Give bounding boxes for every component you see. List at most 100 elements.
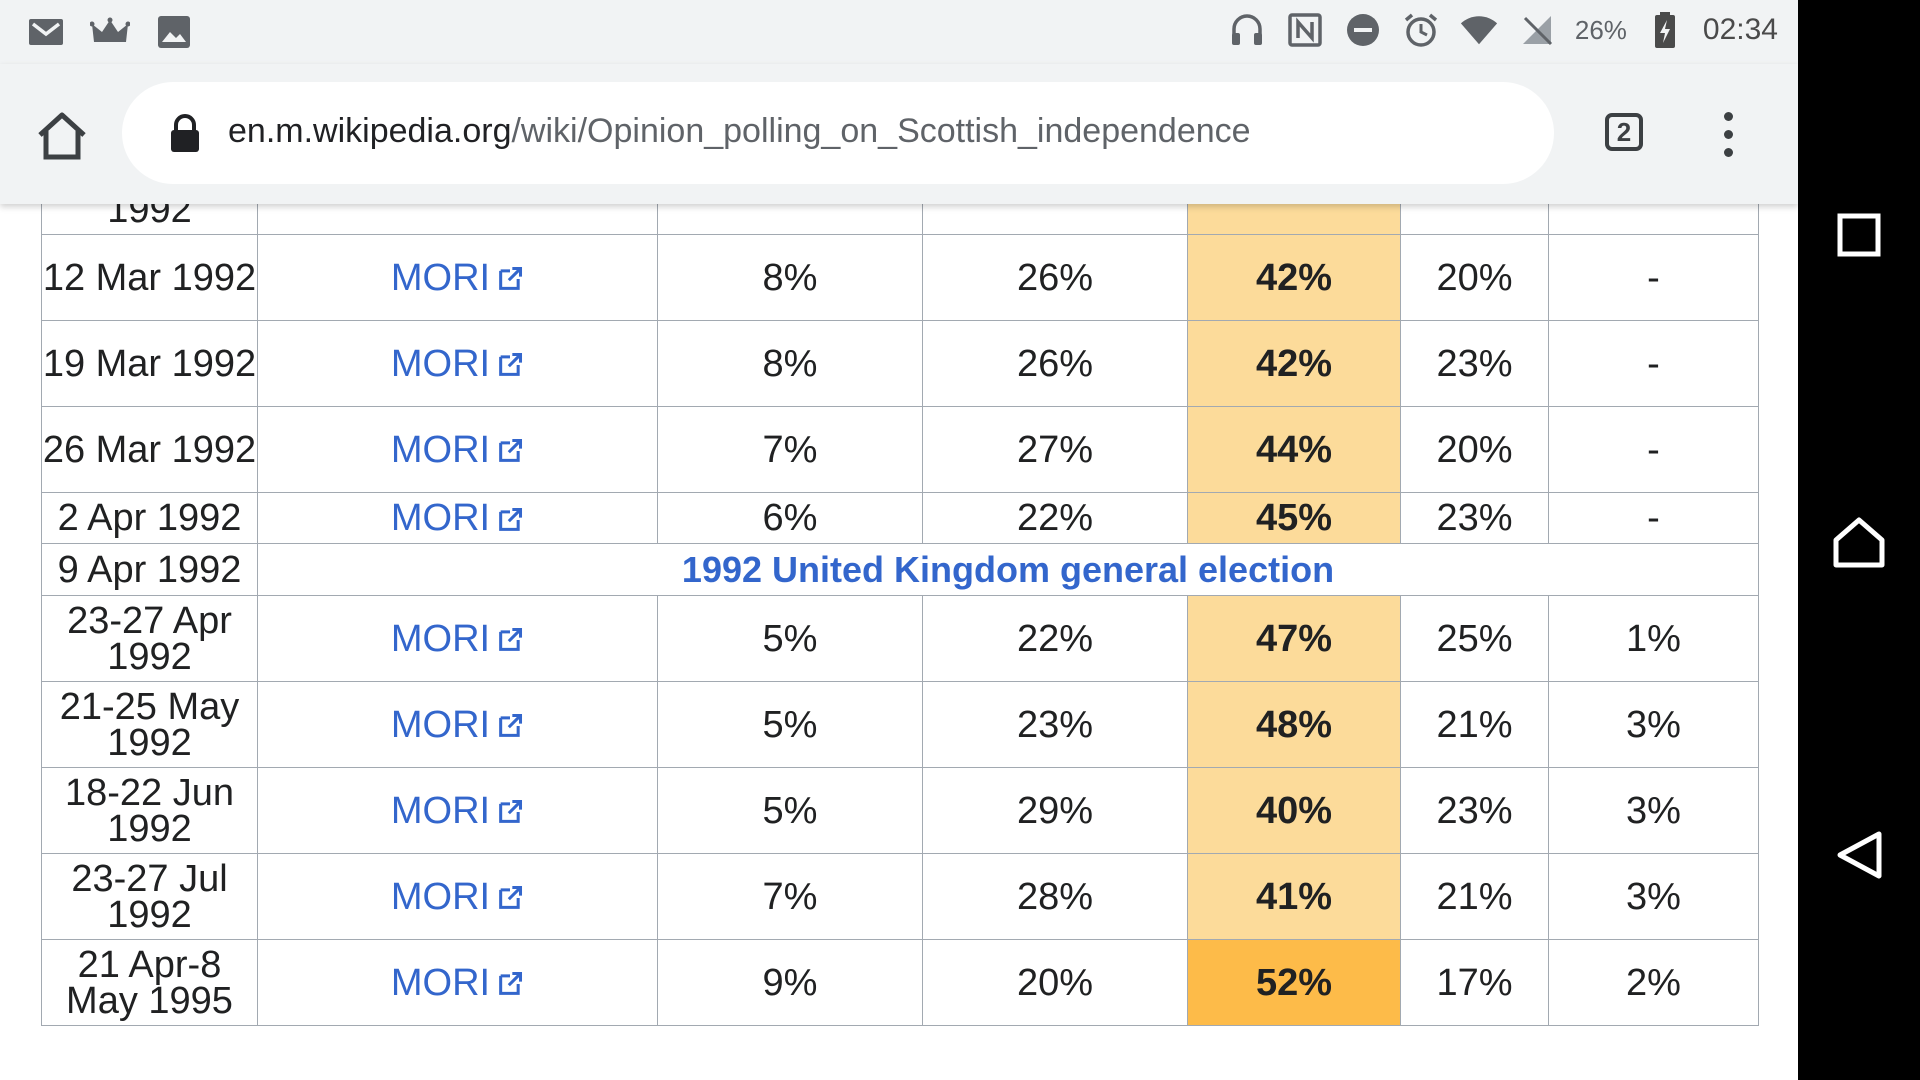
date-cell: 21-25 May 1992 [41,681,258,768]
value-cell: 23% [1400,492,1549,544]
value-cell: 20% [1400,406,1549,493]
external-link-icon [499,267,523,291]
pollster-cell: MORI [257,939,658,1026]
pollster-link[interactable]: MORI [391,343,524,385]
date-cell: 9 Apr 1992 [41,543,258,596]
address-bar[interactable]: en.m.wikipedia.org/wiki/Opinion_polling_… [122,82,1554,184]
election-link[interactable]: 1992 United Kingdom general election [257,543,1759,596]
nfc-icon [1285,10,1325,50]
value-cell: 22% [922,595,1188,682]
pollster-link[interactable]: MORI [391,257,524,299]
value-cell: 20% [922,939,1188,1026]
lead-value-cell: 52% [1187,939,1401,1026]
lead-value-cell: 42% [1187,234,1401,321]
table-row: 21-25 May 1992 MORI 5% 23% 48% 21% 3% [41,681,1759,768]
date-cell: 12 Mar 1992 [41,234,258,321]
value-cell: 2% [1548,939,1759,1026]
value-cell: 21% [1400,853,1549,940]
value-cell: - [1548,492,1759,544]
pollster-cell: MORI [257,767,658,854]
browser-toolbar: en.m.wikipedia.org/wiki/Opinion_polling_… [0,64,1798,204]
value-cell: 8% [657,320,923,407]
date-cell: 18-22 Jun 1992 [41,767,258,854]
lead-value-cell: 41% [1187,853,1401,940]
value-cell: 21% [1400,681,1549,768]
crown-icon [90,12,130,52]
back-button[interactable] [1798,815,1920,895]
pollster-cell: MORI [257,492,658,544]
tab-switcher-button[interactable]: 2 [1600,108,1648,156]
do-not-disturb-icon [1343,10,1383,50]
value-cell: 5% [657,595,923,682]
url-path: /wiki/Opinion_polling_on_Scottish_indepe… [511,112,1251,150]
table-row: 18-22 Jun 1992 MORI 5% 29% 40% 23% 3% [41,767,1759,854]
overflow-menu-button[interactable] [1710,104,1746,164]
value-cell: 22% [922,492,1188,544]
recents-button[interactable] [1798,195,1920,275]
headphones-icon [1227,10,1267,50]
lead-value-cell: 44% [1187,406,1401,493]
value-cell: 5% [657,767,923,854]
external-link-icon [499,714,523,738]
value-cell: 17% [1400,939,1549,1026]
value-cell: 23% [1400,767,1549,854]
pollster-cell: MORI [257,234,658,321]
home-nav-icon [1833,517,1885,568]
battery-charging-icon [1645,10,1685,50]
lead-value-cell: 45% [1187,492,1401,544]
table-row: 23-27 Apr 1992 MORI 5% 22% 47% 25% 1% [41,595,1759,682]
opinion-poll-table: 1992 12 Mar 1992 MORI 8% 26% 42% 20% - 1… [41,146,1759,1026]
value-cell: 27% [922,406,1188,493]
external-link-icon [499,628,523,652]
value-cell: 7% [657,853,923,940]
value-cell: 5% [657,681,923,768]
date-cell: 2 Apr 1992 [41,492,258,544]
url-text[interactable]: en.m.wikipedia.org/wiki/Opinion_polling_… [228,112,1251,151]
value-cell: 3% [1548,681,1759,768]
home-nav-button[interactable] [1798,502,1920,582]
pollster-link[interactable]: MORI [391,497,524,539]
value-cell: 6% [657,492,923,544]
value-cell: 20% [1400,234,1549,321]
pollster-link[interactable]: MORI [391,962,524,1004]
pollster-link[interactable]: MORI [391,618,524,660]
date-cell: 19 Mar 1992 [41,320,258,407]
pollster-link[interactable]: MORI [391,790,524,832]
table-row: 21 Apr-8 May 1995 MORI 9% 20% 52% 17% 2% [41,939,1759,1026]
lock-icon [171,114,199,152]
wifi-icon [1459,10,1499,50]
pollster-cell: MORI [257,681,658,768]
value-cell: 25% [1400,595,1549,682]
pollster-link[interactable]: MORI [391,704,524,746]
value-cell: 3% [1548,767,1759,854]
external-link-icon [499,439,523,463]
table-row: 23-27 Jul 1992 MORI 7% 28% 41% 21% 3% [41,853,1759,940]
external-link-icon [499,800,523,824]
pollster-cell: MORI [257,595,658,682]
value-cell: 8% [657,234,923,321]
table-row: 2 Apr 1992 MORI 6% 22% 45% 23% - [41,492,1759,544]
external-link-icon [499,507,523,531]
home-button[interactable] [30,104,94,168]
back-icon [1837,831,1882,879]
date-cell: 23-27 Jul 1992 [41,853,258,940]
external-link-icon [499,353,523,377]
value-cell: 3% [1548,853,1759,940]
pollster-link[interactable]: MORI [391,429,524,471]
table-row: 26 Mar 1992 MORI 7% 27% 44% 20% - [41,406,1759,493]
date-cell: 26 Mar 1992 [41,406,258,493]
election-row: 9 Apr 1992 1992 United Kingdom general e… [41,543,1759,596]
pollster-cell: MORI [257,406,658,493]
table-row: 12 Mar 1992 MORI 8% 26% 42% 20% - [41,234,1759,321]
pollster-link[interactable]: MORI [391,876,524,918]
external-link-icon [499,972,523,996]
value-cell: - [1548,320,1759,407]
lead-value-cell: 40% [1187,767,1401,854]
value-cell: - [1548,234,1759,321]
poll-table-body: 1992 12 Mar 1992 MORI 8% 26% 42% 20% - 1… [41,146,1759,1026]
tab-count: 2 [1605,113,1643,151]
lead-value-cell: 47% [1187,595,1401,682]
menu-dot-icon [1723,129,1733,139]
date-cell: 23-27 Apr 1992 [41,595,258,682]
value-cell: 28% [922,853,1188,940]
